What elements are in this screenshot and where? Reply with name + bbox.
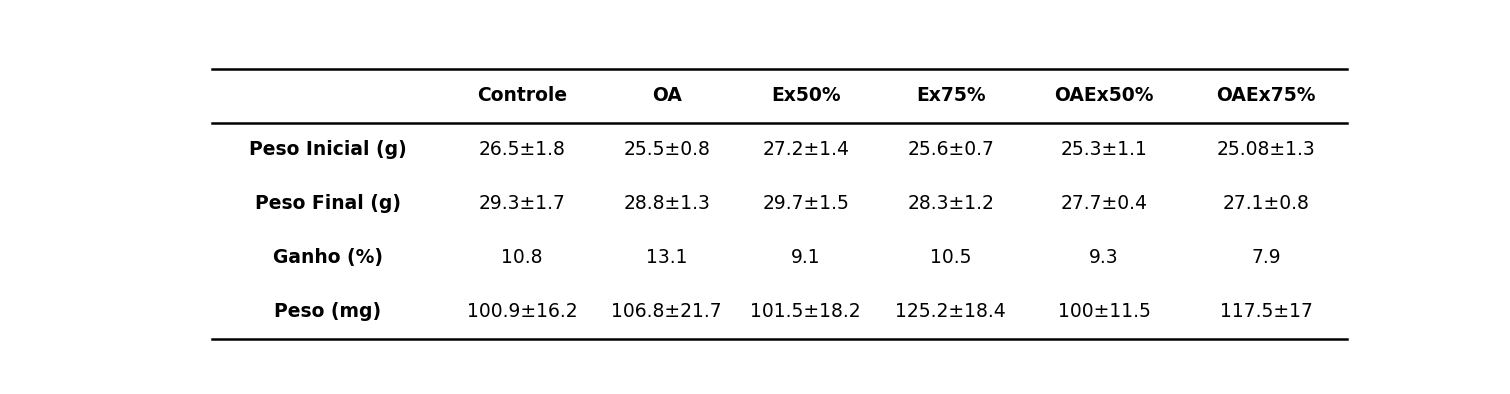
Text: 106.8±21.7: 106.8±21.7 xyxy=(612,302,722,321)
Text: 100±11.5: 100±11.5 xyxy=(1057,302,1151,321)
Text: 125.2±18.4: 125.2±18.4 xyxy=(895,302,1006,321)
Text: 10.8: 10.8 xyxy=(501,248,542,267)
Text: 28.3±1.2: 28.3±1.2 xyxy=(908,194,994,213)
Text: Ex50%: Ex50% xyxy=(772,86,841,105)
Text: Controle: Controle xyxy=(477,86,568,105)
Text: 25.08±1.3: 25.08±1.3 xyxy=(1217,140,1315,159)
Text: 27.2±1.4: 27.2±1.4 xyxy=(763,140,849,159)
Text: 29.7±1.5: 29.7±1.5 xyxy=(763,194,849,213)
Text: Peso Inicial (g): Peso Inicial (g) xyxy=(249,140,406,159)
Text: 28.8±1.3: 28.8±1.3 xyxy=(624,194,710,213)
Text: Ex75%: Ex75% xyxy=(915,86,986,105)
Text: 101.5±18.2: 101.5±18.2 xyxy=(750,302,861,321)
Text: 13.1: 13.1 xyxy=(646,248,687,267)
Text: OA: OA xyxy=(652,86,681,105)
Text: 7.9: 7.9 xyxy=(1252,248,1280,267)
Text: 26.5±1.8: 26.5±1.8 xyxy=(479,140,565,159)
Text: 9.3: 9.3 xyxy=(1089,248,1119,267)
Text: Peso Final (g): Peso Final (g) xyxy=(255,194,402,213)
Text: 117.5±17: 117.5±17 xyxy=(1220,302,1312,321)
Text: Ganho (%): Ganho (%) xyxy=(273,248,384,267)
Text: Peso (mg): Peso (mg) xyxy=(275,302,382,321)
Text: 25.3±1.1: 25.3±1.1 xyxy=(1060,140,1148,159)
Text: 10.5: 10.5 xyxy=(930,248,971,267)
Text: 100.9±16.2: 100.9±16.2 xyxy=(467,302,577,321)
Text: OAEx50%: OAEx50% xyxy=(1054,86,1154,105)
Text: 9.1: 9.1 xyxy=(791,248,820,267)
Text: 27.7±0.4: 27.7±0.4 xyxy=(1060,194,1148,213)
Text: 27.1±0.8: 27.1±0.8 xyxy=(1223,194,1309,213)
Text: 29.3±1.7: 29.3±1.7 xyxy=(479,194,565,213)
Text: 25.5±0.8: 25.5±0.8 xyxy=(624,140,710,159)
Text: OAEx75%: OAEx75% xyxy=(1217,86,1317,105)
Text: 25.6±0.7: 25.6±0.7 xyxy=(908,140,994,159)
